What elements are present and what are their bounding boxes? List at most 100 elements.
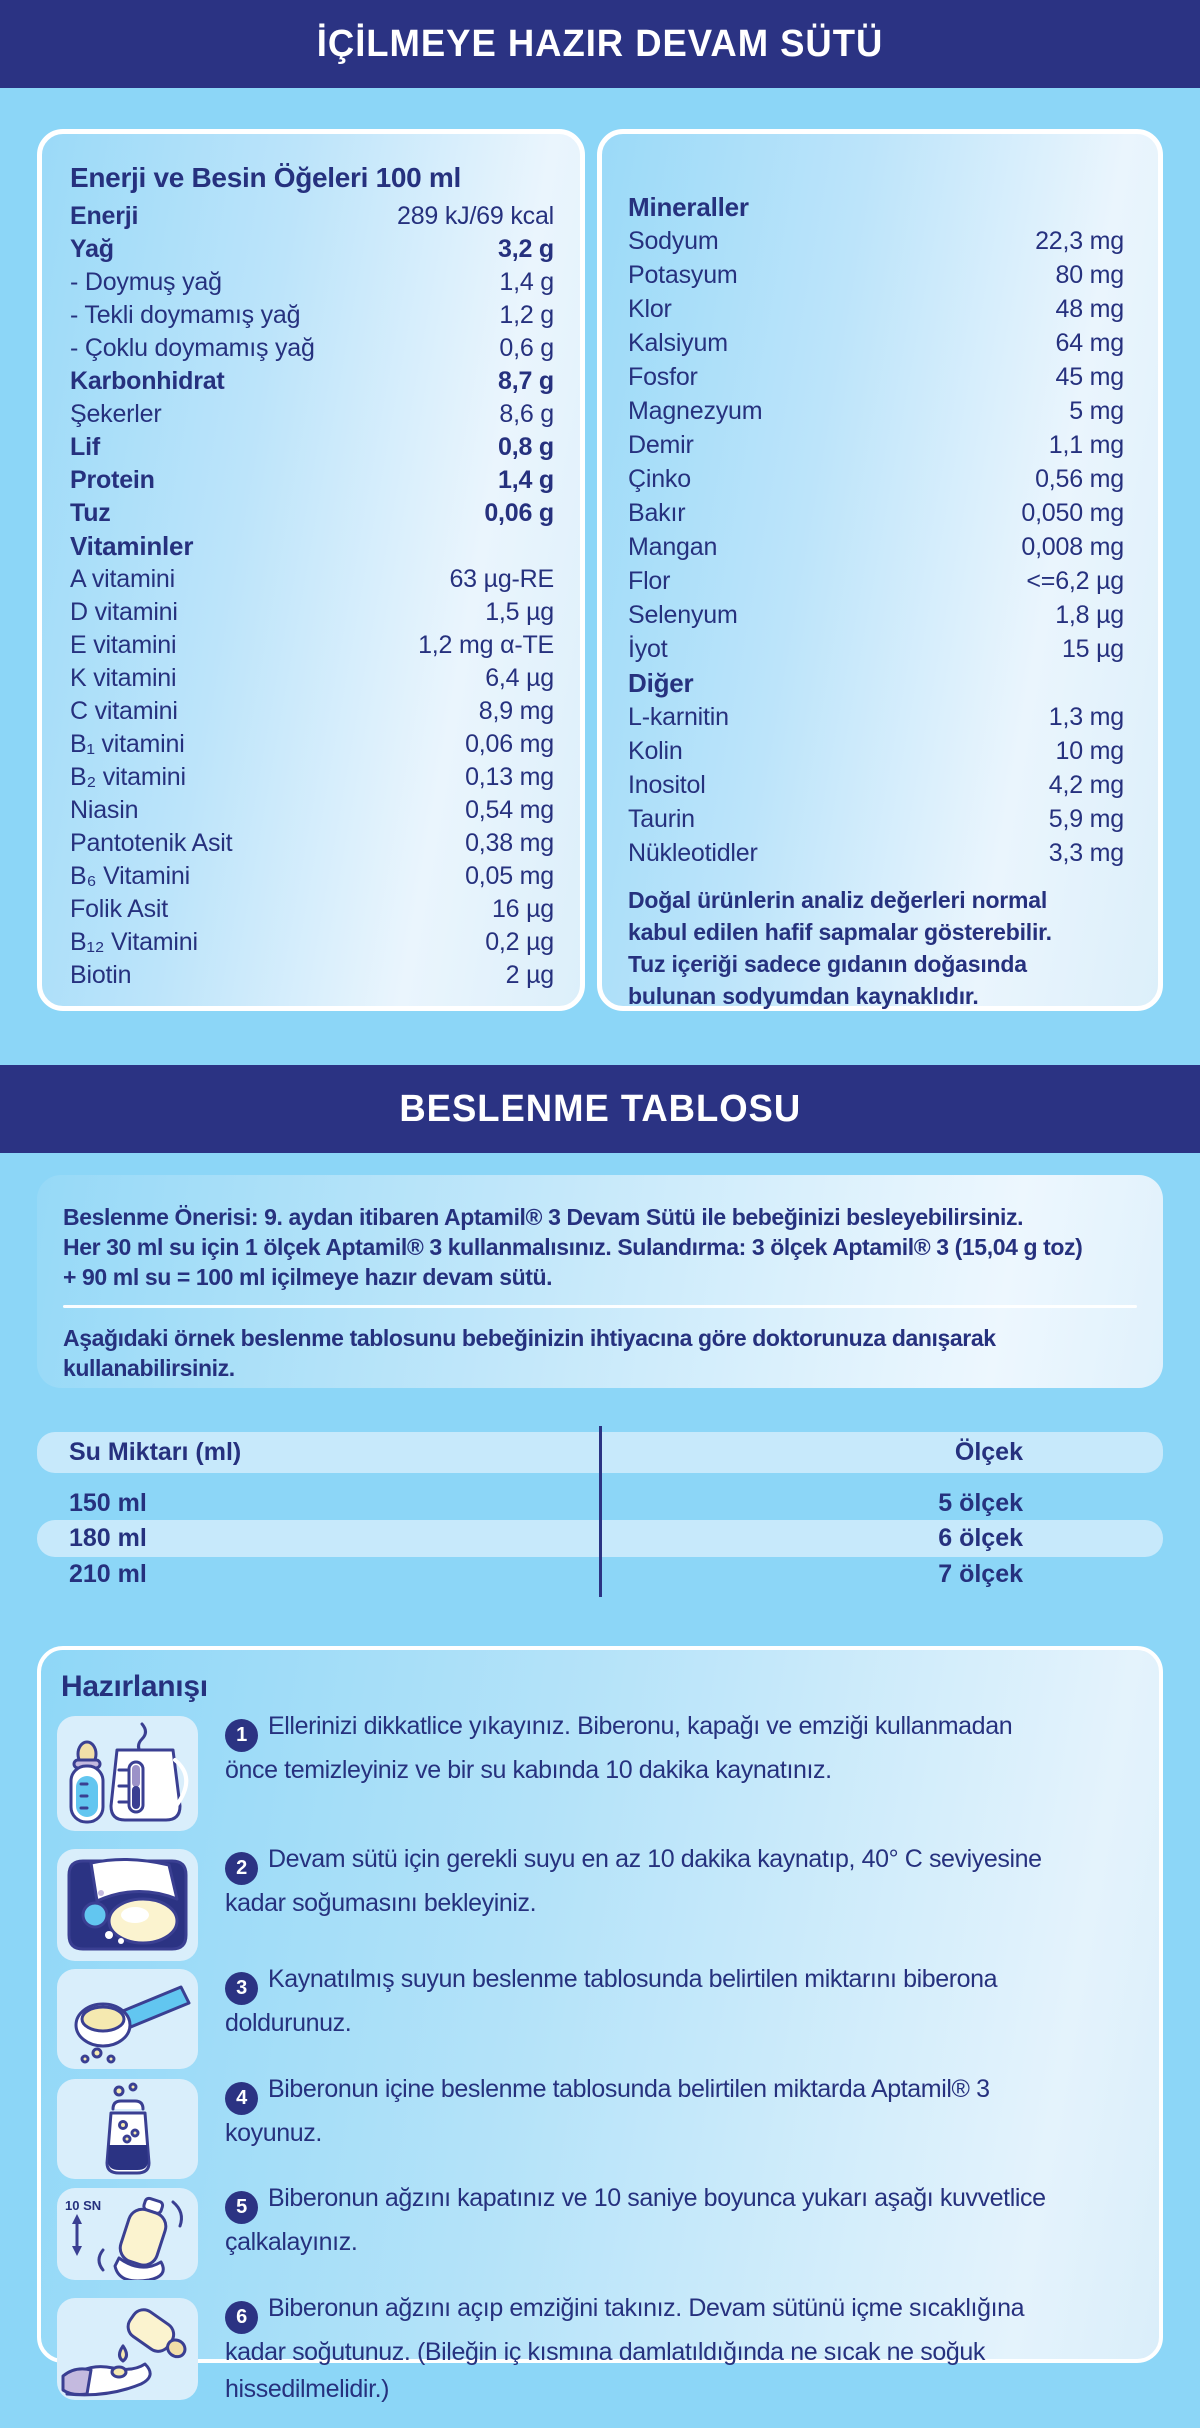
nutrient-label: Kolin xyxy=(628,737,683,765)
nutrient-label: C vitamini xyxy=(70,697,178,725)
nutrient-value: 0,56 mg xyxy=(1035,465,1124,493)
nutrient-value: 0,38 mg xyxy=(465,829,554,857)
nutrient-label: Selenyum xyxy=(628,601,738,629)
nutrient-row: Pantotenik Asit 0,38 mg xyxy=(70,827,554,860)
nutrient-label: Mangan xyxy=(628,533,718,561)
water-amount-cell: 150 ml xyxy=(69,1488,147,1517)
nutrient-row: İyot 15 µg xyxy=(628,632,1124,666)
nutrient-label: Diğer xyxy=(628,668,694,698)
nutrient-row: - Doymuş yağ 1,4 g xyxy=(70,266,554,299)
nutrient-row: Niasin 0,54 mg xyxy=(70,794,554,827)
nutrient-label: Klor xyxy=(628,295,672,323)
nutrient-value: 5 mg xyxy=(1069,397,1124,425)
nutrient-label: Çinko xyxy=(628,465,691,493)
nutrient-row: Karbonhidrat 8,7 g xyxy=(70,365,554,398)
nutrient-row: Yağ 3,2 g xyxy=(70,233,554,266)
nutrition-title: Enerji ve Besin Öğeleri 100 ml xyxy=(70,162,461,193)
nutrient-value: 22,3 mg xyxy=(1035,227,1124,255)
nutrient-row: Inositol 4,2 mg xyxy=(628,768,1124,802)
nutrient-label: Flor xyxy=(628,567,671,595)
nutrient-value: 1,2 g xyxy=(499,301,554,329)
preparation-step-6: 6 Biberonun ağzını açıp emziğini takınız.… xyxy=(57,2290,1135,2408)
nutrient-value: 64 mg xyxy=(1055,329,1125,357)
nutrient-value: 2 µg xyxy=(505,961,555,989)
nutrient-label: Bakır xyxy=(628,499,686,527)
powder-into-bottle-icon xyxy=(57,2079,198,2179)
nutrient-row: Fosfor 45 mg xyxy=(628,360,1124,394)
nutrient-label: B₁ vitamini xyxy=(70,730,185,758)
nutrient-value: 1,1 mg xyxy=(1048,431,1124,459)
nutrient-value: 5,9 mg xyxy=(1048,805,1124,833)
step-number-badge: 4 xyxy=(225,2082,258,2115)
nutrient-value: 1,2 mg α-TE xyxy=(418,631,554,659)
nutrient-value: 4,2 mg xyxy=(1048,771,1124,799)
nutrient-label: Kalsiyum xyxy=(628,329,728,357)
nutrient-row: Mineraller xyxy=(628,190,1124,224)
feeding-band-title: BESLENME TABLOSU xyxy=(399,1087,801,1130)
nutrient-label: Mineraller xyxy=(628,192,749,222)
step-text: 5 Biberonun ağzını kapatınız ve 10 saniye… xyxy=(225,2184,1046,2256)
nutrient-label: B₂ vitamini xyxy=(70,763,186,791)
nutrient-row: Potasyum 80 mg xyxy=(628,258,1124,292)
nutrient-value: 1,4 g xyxy=(498,466,554,494)
nutrient-row: Folik Asit 16 µg xyxy=(70,893,554,926)
nutrient-label: D vitamini xyxy=(70,598,178,626)
nutrient-label: Pantotenik Asit xyxy=(70,829,233,857)
nutrition-right-rows: Mineraller Sodyum 22,3 mg Potasyum 80 mg… xyxy=(628,190,1124,870)
nutrient-row: Taurin 5,9 mg xyxy=(628,802,1124,836)
nutrient-label: Karbonhidrat xyxy=(70,367,225,395)
dosage-table: Su Miktarı (ml) Ölçek 150 ml 5 ölçek 180… xyxy=(37,1426,1163,1597)
nutrient-row: Tuz 0,06 g xyxy=(70,497,554,530)
nutrient-value: 1,5 µg xyxy=(485,598,554,626)
water-amount-cell: 210 ml xyxy=(69,1559,147,1588)
nutrient-value: 8,9 mg xyxy=(478,697,554,725)
nutrient-label: İyot xyxy=(628,635,668,663)
feeding-paragraph-2: Aşağıdaki örnek beslenme tablosunu bebeğ… xyxy=(63,1325,996,1381)
nutrient-value: 0,6 g xyxy=(499,334,554,362)
step-number-badge: 6 xyxy=(225,2301,258,2334)
nutrient-value: 80 mg xyxy=(1055,261,1125,289)
column-header-scoop: Ölçek xyxy=(954,1438,1023,1466)
nutrient-label: Nükleotidler xyxy=(628,839,758,867)
preparation-step-4: 4 Biberonun içine beslenme tablosunda bel… xyxy=(57,2071,1135,2180)
preparation-title: Hazırlanışı xyxy=(61,1670,208,1703)
nutrient-row: Diğer xyxy=(628,666,1124,700)
preparation-step-5: 10 SN 5 Biberonun ağzını kapatınız ve 10 … xyxy=(57,2180,1135,2290)
nutrient-row: Protein 1,4 g xyxy=(70,464,554,497)
page-title: İÇİLMEYE HAZIR DEVAM SÜTÜ xyxy=(316,22,884,65)
nutrient-value: 1,4 g xyxy=(499,268,554,296)
table-column-divider xyxy=(599,1426,602,1597)
nutrient-row: Flor <=6,2 µg xyxy=(628,564,1124,598)
step-number-badge: 2 xyxy=(225,1852,258,1885)
scoop-count-cell: 7 ölçek xyxy=(938,1559,1023,1588)
nutrient-label: Vitaminler xyxy=(70,531,194,561)
table-row: 150 ml 5 ölçek xyxy=(37,1486,1163,1520)
wrist-temperature-test-icon xyxy=(57,2298,198,2400)
nutrient-label: Fosfor xyxy=(628,363,698,391)
nutrient-value: 6,4 µg xyxy=(485,664,554,692)
nutrient-value: 0,050 mg xyxy=(1021,499,1124,527)
nutrient-row: Magnezyum 5 mg xyxy=(628,394,1124,428)
nutrient-label: Protein xyxy=(70,466,155,494)
nutrient-row: Biotin 2 µg xyxy=(70,959,554,992)
nutrient-row: B₂ vitamini 0,13 mg xyxy=(70,761,554,794)
nutrient-value: <=6,2 µg xyxy=(1026,567,1124,595)
step-text: 4 Biberonun içine beslenme tablosunda bel… xyxy=(225,2075,990,2147)
powder-scoop-icon xyxy=(57,1969,198,2069)
nutrient-row: B₁ vitamini 0,06 mg xyxy=(70,728,554,761)
nutrient-label: Magnezyum xyxy=(628,397,763,425)
column-header-water: Su Miktarı (ml) xyxy=(69,1438,242,1466)
nutrient-label: Biotin xyxy=(70,961,132,989)
nutrient-label: Taurin xyxy=(628,805,695,833)
nutrient-value: 0,008 mg xyxy=(1021,533,1124,561)
analysis-note: Doğal ürünlerin analiz değerleri normal … xyxy=(628,887,1052,1009)
nutrient-value: 48 mg xyxy=(1055,295,1125,323)
table-row: 210 ml 7 ölçek xyxy=(37,1557,1163,1591)
step-number-badge: 3 xyxy=(225,1972,258,2005)
nutrient-row: Klor 48 mg xyxy=(628,292,1124,326)
nutrient-row: Demir 1,1 mg xyxy=(628,428,1124,462)
nutrient-row: A vitamini 63 µg-RE xyxy=(70,563,554,596)
nutrient-value: 8,6 g xyxy=(499,400,554,428)
nutrient-value: 3,2 g xyxy=(498,235,554,263)
nutrient-label: - Doymuş yağ xyxy=(70,268,222,296)
